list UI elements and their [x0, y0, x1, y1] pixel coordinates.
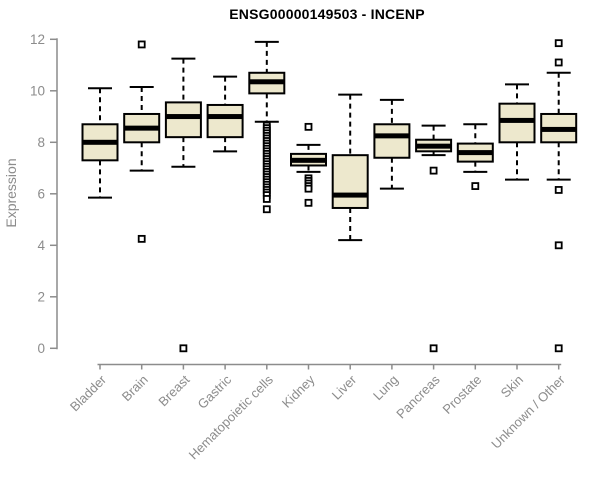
outlier-point — [554, 39, 563, 48]
y-tick-label: 12 — [30, 32, 45, 47]
iqr-box — [498, 102, 536, 144]
x-tick-label-gastric: Gastric — [195, 372, 235, 412]
x-tick-label-breast: Breast — [155, 372, 192, 409]
x-tick-label-skin: Skin — [498, 372, 526, 400]
x-tick-label-liver: Liver — [329, 372, 360, 403]
iqr-box — [164, 101, 202, 139]
outlier-point — [137, 40, 146, 49]
outlier-point — [304, 122, 313, 131]
box-group-pancreas — [415, 124, 453, 353]
outlier-point — [262, 205, 271, 214]
x-tick-label-prostate: Prostate — [440, 372, 485, 417]
median-line — [499, 117, 535, 123]
outlier-point — [554, 344, 563, 353]
outlier-point — [262, 195, 271, 203]
x-tick-label-pancreas: Pancreas — [393, 372, 443, 422]
box-group-lung — [373, 98, 411, 190]
box-group-skin — [498, 83, 536, 181]
outlier-point — [429, 344, 438, 353]
median-line — [332, 192, 368, 198]
box-group-unknown-other — [540, 39, 578, 353]
iqr-box — [373, 123, 411, 159]
outlier-point — [554, 241, 563, 250]
outlier-point — [304, 184, 313, 193]
y-tick-label: 6 — [37, 186, 45, 201]
box-group-liver — [331, 93, 369, 242]
box-group-kidney — [290, 122, 327, 207]
median-line — [82, 139, 118, 145]
box-group-hematopoietic-cells — [248, 40, 286, 214]
outlier-point — [179, 344, 188, 353]
x-tick-label-kidney: Kidney — [279, 372, 318, 411]
median-line — [249, 79, 285, 85]
iqr-box — [206, 103, 244, 139]
y-tick-label: 10 — [30, 83, 45, 98]
box-group-prostate — [456, 123, 494, 190]
y-tick-label: 0 — [37, 341, 45, 356]
box-group-breast — [164, 57, 202, 353]
x-tick-label-brain: Brain — [119, 372, 151, 404]
x-tick-label-bladder: Bladder — [67, 372, 110, 415]
outlier-point — [554, 58, 563, 67]
x-tick-label-lung: Lung — [370, 372, 401, 403]
box-group-gastric — [206, 75, 244, 153]
y-tick-label: 8 — [37, 135, 45, 150]
box-group-bladder — [81, 87, 119, 199]
outlier-point — [471, 182, 480, 190]
median-line — [457, 150, 493, 156]
iqr-box — [331, 154, 369, 209]
outlier-point — [304, 198, 313, 207]
outlier-point — [429, 166, 438, 175]
median-line — [165, 114, 201, 120]
outlier-point — [137, 234, 146, 243]
median-line — [207, 114, 243, 120]
chart-title: ENSG00000149503 - INCENP — [229, 6, 425, 22]
y-tick-label: 4 — [37, 238, 45, 253]
box-group-brain — [123, 40, 161, 243]
median-line — [541, 126, 577, 132]
median-line — [374, 133, 410, 139]
median-line — [291, 157, 326, 163]
median-line — [124, 125, 160, 131]
outlier-point — [554, 186, 563, 194]
median-line — [416, 143, 452, 149]
y-tick-label: 2 — [37, 289, 45, 304]
x-tick-label-unknown-other: Unknown / Other — [488, 372, 568, 452]
